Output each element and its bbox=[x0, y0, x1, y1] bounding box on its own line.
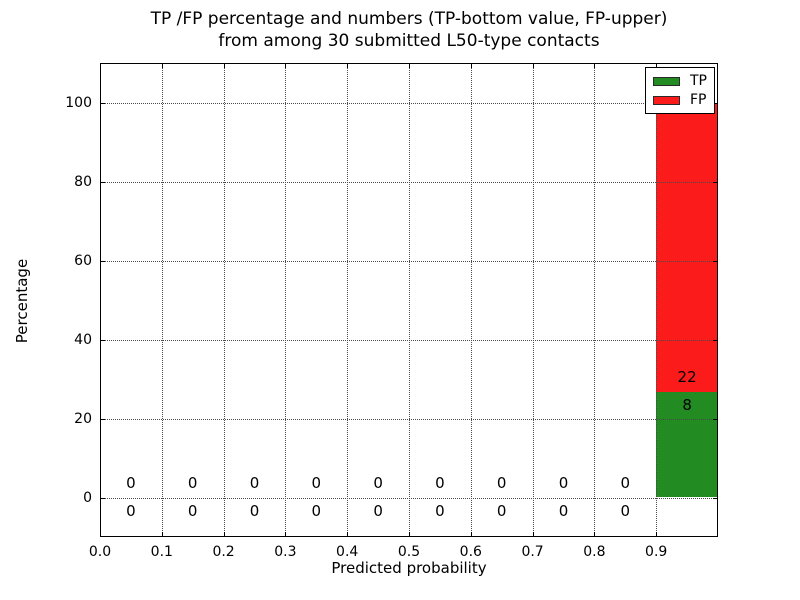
x-tick-bottom bbox=[100, 532, 101, 537]
tp-count-label: 0 bbox=[496, 501, 507, 520]
tp-count-label: 0 bbox=[620, 501, 631, 520]
x-tick-bottom bbox=[594, 532, 596, 537]
x-tick-bottom bbox=[223, 532, 225, 537]
legend-label: TP bbox=[690, 73, 707, 89]
x-tick-label: 0.1 bbox=[150, 544, 173, 560]
y-tick-label: 20 bbox=[74, 410, 92, 427]
gridline-vertical bbox=[470, 63, 472, 537]
legend: TP FP bbox=[645, 67, 715, 114]
y-tick-left bbox=[100, 497, 105, 499]
gridline-vertical bbox=[161, 63, 163, 537]
y-tick-label: 80 bbox=[74, 173, 92, 190]
y-tick-right bbox=[713, 497, 718, 499]
y-tick-left bbox=[100, 260, 105, 262]
y-tick-label: 40 bbox=[74, 331, 92, 348]
y-tick-label: 0 bbox=[83, 489, 92, 506]
legend-label: FP bbox=[690, 92, 707, 108]
x-tick-top bbox=[470, 63, 472, 68]
y-tick-right bbox=[713, 102, 718, 104]
gridline-vertical bbox=[409, 63, 410, 537]
chart-title-line1: TP /FP percentage and numbers (TP-bottom… bbox=[150, 9, 668, 29]
x-tick-label: 0.5 bbox=[397, 544, 421, 560]
x-tick-label: 0.9 bbox=[645, 544, 668, 560]
y-tick-left bbox=[100, 339, 105, 341]
chart-title-line2: from among 30 submitted L50-type contact… bbox=[218, 31, 600, 51]
legend-item-tp: TP bbox=[653, 74, 707, 88]
bar-segment-fp bbox=[656, 102, 718, 393]
tp-count-label: 0 bbox=[373, 501, 383, 520]
y-tick-label: 60 bbox=[74, 252, 92, 269]
fp-count-label: 0 bbox=[496, 473, 507, 492]
x-tick-top bbox=[532, 63, 534, 68]
x-tick-top bbox=[285, 63, 287, 68]
gridline-vertical bbox=[656, 63, 658, 537]
tp-count-label: 0 bbox=[126, 501, 136, 520]
tp-count-label: 0 bbox=[435, 501, 445, 520]
chart-title: TP /FP percentage and numbers (TP-bottom… bbox=[109, 8, 709, 52]
x-tick-label: 0.6 bbox=[459, 544, 482, 560]
gridline-vertical bbox=[594, 63, 596, 537]
fp-count-label: 0 bbox=[187, 473, 198, 492]
x-tick-label: 0.4 bbox=[336, 544, 359, 560]
fp-count-label: 0 bbox=[126, 473, 136, 492]
x-tick-top bbox=[656, 63, 658, 68]
x-tick-top bbox=[594, 63, 596, 68]
y-tick-left bbox=[100, 181, 105, 183]
x-tick-top bbox=[100, 63, 101, 68]
y-tick-right bbox=[713, 339, 718, 341]
legend-item-fp: FP bbox=[653, 93, 707, 107]
tp-count-label: 0 bbox=[311, 501, 322, 520]
x-tick-bottom bbox=[656, 532, 658, 537]
y-tick-right bbox=[713, 181, 718, 183]
tp-count-label: 0 bbox=[187, 501, 198, 520]
y-tick-left bbox=[100, 418, 105, 420]
gridline-vertical bbox=[532, 63, 534, 537]
tp-count-label: 0 bbox=[558, 501, 569, 520]
x-tick-bottom bbox=[532, 532, 534, 537]
fp-count-label: 0 bbox=[373, 473, 383, 492]
x-tick-top bbox=[223, 63, 225, 68]
x-tick-bottom bbox=[161, 532, 163, 537]
fp-count-label: 0 bbox=[435, 473, 445, 492]
fp-count-label: 0 bbox=[620, 473, 631, 492]
x-tick-bottom bbox=[347, 532, 349, 537]
y-tick-right bbox=[713, 418, 718, 420]
fp-count-label: 0 bbox=[249, 473, 260, 492]
fp-count-label: 0 bbox=[311, 473, 322, 492]
fp-count-label: 22 bbox=[677, 368, 697, 387]
tp-count-label: 8 bbox=[682, 396, 692, 415]
tp-count-label: 0 bbox=[249, 501, 260, 520]
legend-swatch-tp bbox=[653, 76, 680, 86]
y-tick-label: 100 bbox=[65, 94, 92, 111]
gridline-vertical bbox=[223, 63, 225, 537]
y-axis-label: Percentage bbox=[13, 258, 31, 344]
x-tick-label: 0.3 bbox=[274, 544, 297, 560]
x-tick-top bbox=[161, 63, 163, 68]
x-tick-label: 0.8 bbox=[583, 544, 606, 560]
gridline-vertical bbox=[285, 63, 287, 537]
x-tick-bottom bbox=[470, 532, 472, 537]
x-tick-label: 0.7 bbox=[521, 544, 544, 560]
x-tick-label: 0.2 bbox=[212, 544, 235, 560]
x-tick-label: 0.0 bbox=[88, 544, 112, 560]
y-tick-right bbox=[713, 260, 718, 262]
x-tick-bottom bbox=[285, 532, 287, 537]
y-tick-left bbox=[100, 102, 105, 104]
legend-swatch-fp bbox=[653, 95, 680, 105]
gridline-vertical bbox=[347, 63, 349, 537]
x-tick-top bbox=[347, 63, 349, 68]
bar-segment-tp bbox=[656, 392, 718, 498]
x-axis-label: Predicted probability bbox=[331, 559, 487, 577]
fp-count-label: 0 bbox=[558, 473, 569, 492]
x-tick-bottom bbox=[409, 532, 410, 537]
x-tick-top bbox=[409, 63, 410, 68]
